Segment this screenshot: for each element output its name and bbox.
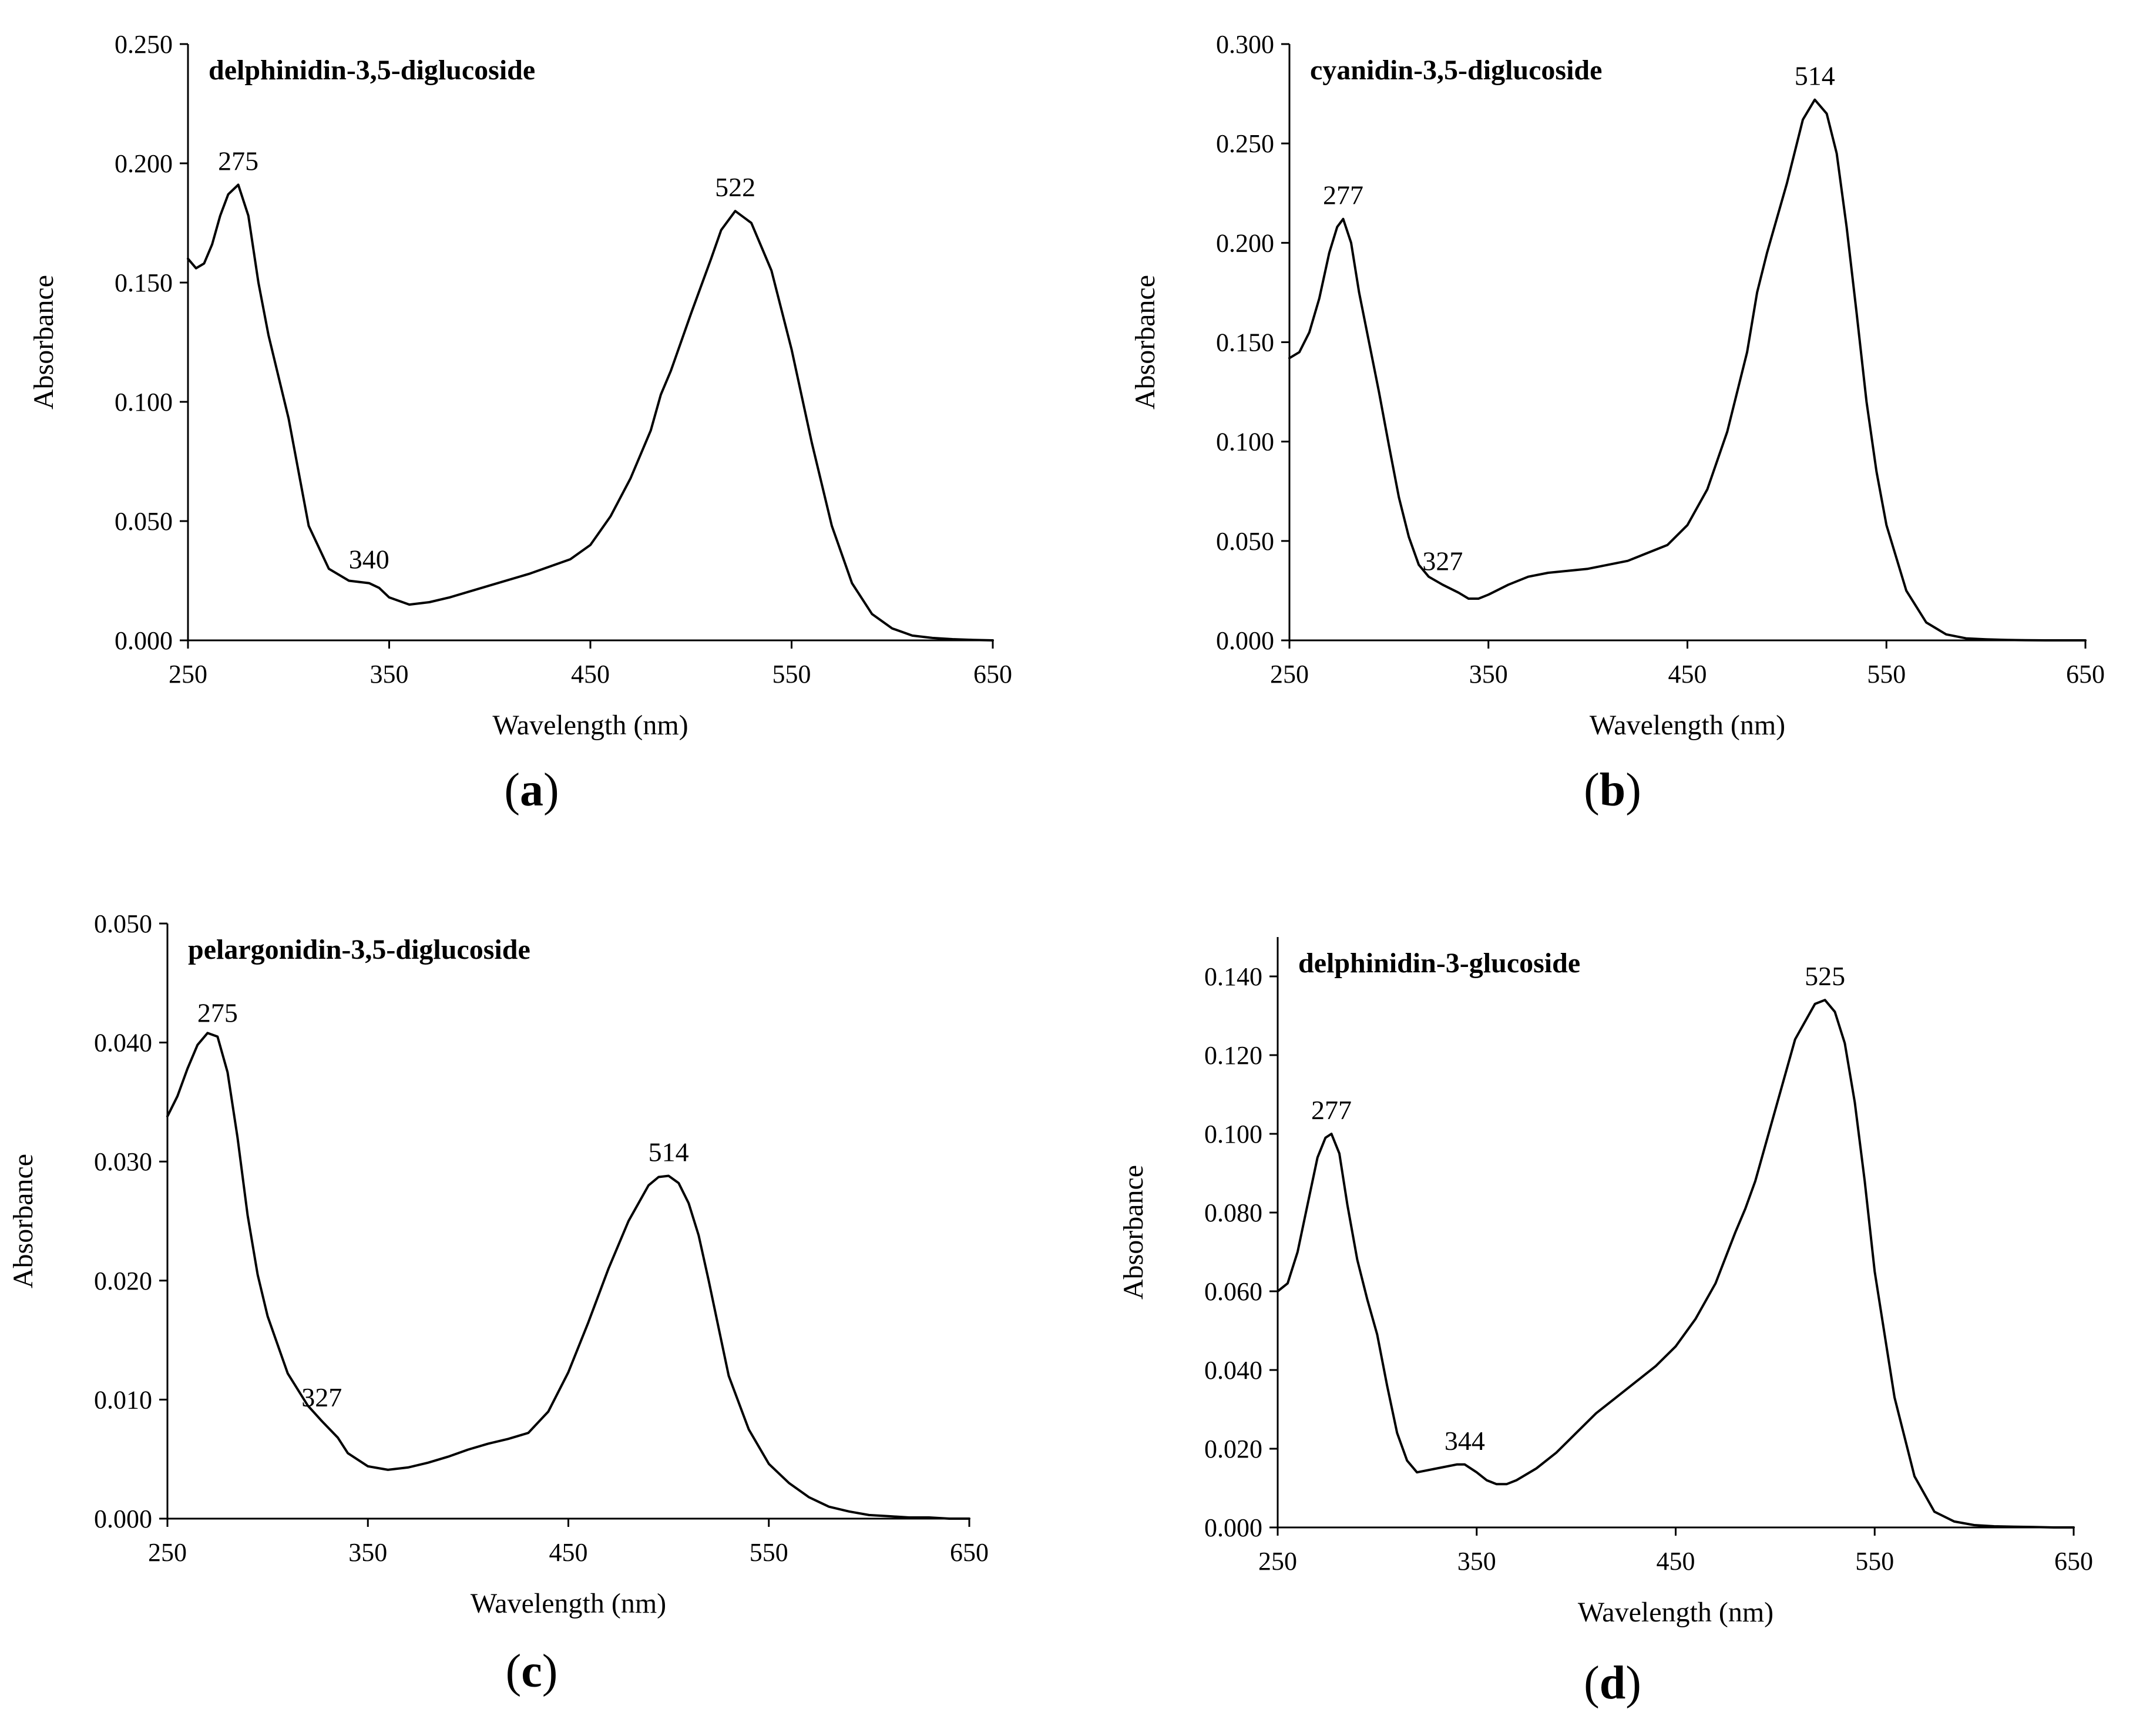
x-tick-label: 550 xyxy=(1855,1547,1894,1576)
y-tick-label: 0.030 xyxy=(94,1147,152,1176)
x-axis-title: Wavelength (nm) xyxy=(1578,1597,1773,1628)
peak-label: 525 xyxy=(1805,961,1845,991)
series-line xyxy=(1288,98,2087,642)
x-tick-label: 250 xyxy=(1258,1547,1297,1576)
chart-title: pelargonidin-3,5-diglucoside xyxy=(188,934,530,965)
y-tick-label: 0.100 xyxy=(1204,1120,1262,1149)
panel-label-c: (c) xyxy=(505,1646,558,1697)
panel-label-d: (d) xyxy=(1584,1657,1641,1709)
peak-label: 275 xyxy=(197,998,238,1028)
x-tick-label: 550 xyxy=(750,1538,788,1567)
peak-label: 327 xyxy=(1422,546,1463,576)
y-tick-label: 0.040 xyxy=(94,1029,152,1057)
chart-panel-b: 0.000 0.050 0.100 0.150 0.200 0.250 0.300 250 35… xyxy=(1130,30,2105,741)
y-tick-label: 0.060 xyxy=(1204,1277,1262,1306)
x-tick-label: 550 xyxy=(1867,660,1906,689)
y-tick-label: 0.100 xyxy=(115,388,173,417)
x-tick-label: 250 xyxy=(169,660,207,689)
x-tick-label: 450 xyxy=(571,660,610,689)
peak-label: 275 xyxy=(218,146,258,176)
chart-title: delphinidin-3,5-diglucoside xyxy=(209,55,535,86)
y-tick-label: 0.000 xyxy=(94,1505,152,1533)
y-tick-label: 0.300 xyxy=(1216,30,1274,59)
chart-panel-c: 0.000 0.010 0.020 0.030 0.040 0.050 250 350 450 5… xyxy=(8,909,989,1619)
peak-label: 277 xyxy=(1311,1095,1352,1125)
x-tick-label: 650 xyxy=(950,1538,989,1567)
y-tick-label: 0.080 xyxy=(1204,1198,1262,1227)
x-tick-label: 250 xyxy=(148,1538,187,1567)
chart-panel-d: 0.000 0.020 0.040 0.060 0.080 0.100 0.120 0.140… xyxy=(1118,937,2093,1628)
y-tick-label: 0.050 xyxy=(115,507,173,536)
y-tick-label: 0.150 xyxy=(115,268,173,297)
x-tick-label: 250 xyxy=(1270,660,1309,689)
peak-label: 514 xyxy=(1795,61,1835,91)
peak-label: 277 xyxy=(1323,180,1363,210)
panel-label-a: (a) xyxy=(504,764,559,816)
peak-label: 344 xyxy=(1445,1426,1485,1456)
y-tick-label: 0.200 xyxy=(1216,229,1274,257)
x-tick-label: 450 xyxy=(1668,660,1707,689)
y-tick-label: 0.050 xyxy=(94,909,152,938)
chart-title: cyanidin-3,5-diglucoside xyxy=(1310,55,1602,86)
series-line xyxy=(187,183,994,642)
y-tick-label: 0.250 xyxy=(1216,129,1274,158)
y-tick-label: 0.250 xyxy=(115,30,173,59)
x-tick-label: 350 xyxy=(370,660,409,689)
x-tick-label: 350 xyxy=(348,1538,387,1567)
y-tick-label: 0.020 xyxy=(94,1267,152,1295)
x-tick-label: 550 xyxy=(772,660,811,689)
y-tick-label: 0.100 xyxy=(1216,428,1274,456)
x-tick-label: 350 xyxy=(1469,660,1508,689)
y-axis-title: Absorbance xyxy=(1118,1165,1149,1300)
y-tick-label: 0.010 xyxy=(94,1385,152,1414)
y-tick-label: 0.050 xyxy=(1216,527,1274,556)
x-tick-label: 450 xyxy=(549,1538,588,1567)
y-tick-label: 0.020 xyxy=(1204,1435,1262,1463)
y-tick-label: 0.000 xyxy=(115,626,173,655)
y-tick-label: 0.150 xyxy=(1216,328,1274,357)
peak-label: 514 xyxy=(649,1137,689,1167)
y-tick-label: 0.000 xyxy=(1216,626,1274,655)
series-line xyxy=(1277,999,2075,1529)
peak-label: 340 xyxy=(349,545,389,575)
peak-label: 327 xyxy=(301,1382,342,1412)
y-tick-label: 0.120 xyxy=(1204,1041,1262,1070)
y-tick-label: 0.200 xyxy=(115,149,173,178)
x-tick-label: 350 xyxy=(1457,1547,1496,1576)
series-line xyxy=(166,1032,970,1520)
chart-panel-a: 0.000 0.050 0.100 0.150 0.200 0.250 250 350 450 5… xyxy=(28,30,1012,741)
y-axis-title: Absorbance xyxy=(8,1154,39,1288)
y-axis-title: Absorbance xyxy=(28,275,59,409)
y-axis-title: Absorbance xyxy=(1130,275,1161,409)
x-tick-label: 450 xyxy=(1657,1547,1695,1576)
x-tick-label: 650 xyxy=(2054,1547,2093,1576)
y-tick-label: 0.140 xyxy=(1204,962,1262,991)
x-axis-title: Wavelength (nm) xyxy=(471,1588,666,1619)
x-axis-title: Wavelength (nm) xyxy=(1590,710,1785,741)
x-tick-label: 650 xyxy=(973,660,1012,689)
peak-label: 522 xyxy=(715,172,755,202)
chart-title: delphinidin-3-glucoside xyxy=(1298,948,1580,979)
panel-label-b: (b) xyxy=(1584,764,1641,816)
y-tick-label: 0.000 xyxy=(1204,1513,1262,1542)
y-tick-label: 0.040 xyxy=(1204,1356,1262,1385)
x-axis-title: Wavelength (nm) xyxy=(492,710,688,741)
x-tick-label: 650 xyxy=(2066,660,2105,689)
